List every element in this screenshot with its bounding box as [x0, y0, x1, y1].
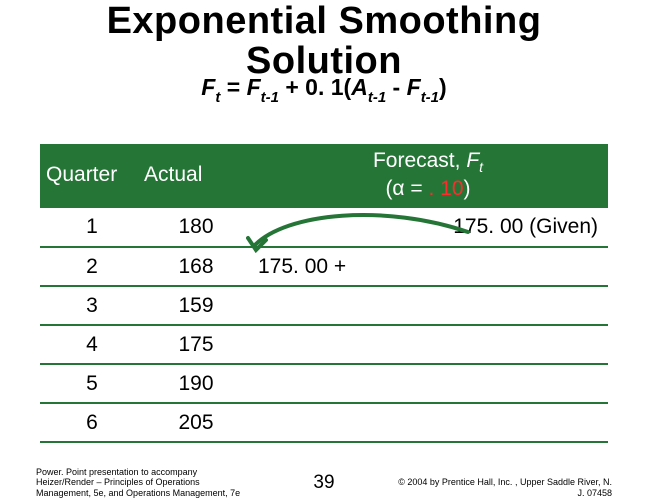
header-forecast-f: F [466, 149, 479, 172]
cell-forecast [248, 325, 608, 364]
cell-actual: 190 [144, 364, 248, 403]
cell-forecast: 175. 00 (Given) [248, 208, 608, 247]
cell-forecast [248, 286, 608, 325]
table-row: 2168175. 00 + [40, 247, 608, 286]
header-alpha-close: ) [464, 177, 471, 200]
eq-close: ) [439, 74, 447, 100]
eq-minus: - [386, 74, 406, 100]
header-actual: Actual [144, 163, 248, 187]
header-forecast-text: Forecast, [373, 149, 466, 172]
footer: Power. Point presentation to accompany H… [36, 467, 612, 498]
eq-equals: = [220, 74, 246, 100]
table-row: 3159 [40, 286, 608, 325]
footer-left: Power. Point presentation to accompany H… [36, 467, 256, 498]
cell-actual: 159 [144, 286, 248, 325]
eq-plus: + 0. 1( [279, 74, 351, 100]
data-table: Quarter Actual Forecast, Ft (α = . 10) 1… [40, 144, 608, 443]
cell-quarter: 6 [40, 403, 144, 442]
title-line-1: Exponential Smoothing [0, 2, 648, 42]
cell-quarter: 1 [40, 208, 144, 247]
cell-quarter: 2 [40, 247, 144, 286]
table-header: Quarter Actual Forecast, Ft (α = . 10) [40, 144, 608, 208]
eq-f1: F [201, 74, 215, 100]
cell-actual: 205 [144, 403, 248, 442]
slide-title: Exponential Smoothing Solution [0, 0, 648, 82]
table-row: 6205 [40, 403, 608, 442]
cell-forecast [248, 364, 608, 403]
footer-right: © 2004 by Prentice Hall, Inc. , Upper Sa… [392, 477, 612, 498]
eq-sub1: t [215, 89, 220, 106]
header-forecast: Forecast, Ft (α = . 10) [248, 148, 608, 201]
table-body: 1180175. 00 (Given)2168175. 00 +31594175… [40, 208, 608, 443]
page-number: 39 [313, 472, 334, 494]
cell-actual: 175 [144, 325, 248, 364]
cell-quarter: 4 [40, 325, 144, 364]
cell-actual: 168 [144, 247, 248, 286]
eq-a: A [351, 74, 368, 100]
eq-f2: F [247, 74, 261, 100]
eq-sub3: t-1 [368, 89, 386, 106]
header-alpha-value: . 10 [429, 177, 464, 200]
eq-sub2: t-1 [261, 89, 279, 106]
header-quarter: Quarter [40, 163, 144, 187]
eq-f3: F [407, 74, 421, 100]
cell-quarter: 3 [40, 286, 144, 325]
table-row: 5190 [40, 364, 608, 403]
header-forecast-sub: t [479, 160, 483, 176]
eq-sub4: t-1 [421, 89, 439, 106]
table-row: 4175 [40, 325, 608, 364]
cell-quarter: 5 [40, 364, 144, 403]
header-alpha-open: (α = [385, 177, 428, 200]
cell-forecast [248, 403, 608, 442]
cell-forecast: 175. 00 + [248, 247, 608, 286]
table-row: 1180175. 00 (Given) [40, 208, 608, 247]
equation: Ft = Ft-1 + 0. 1(At-1 - Ft-1) [0, 74, 648, 105]
cell-actual: 180 [144, 208, 248, 247]
